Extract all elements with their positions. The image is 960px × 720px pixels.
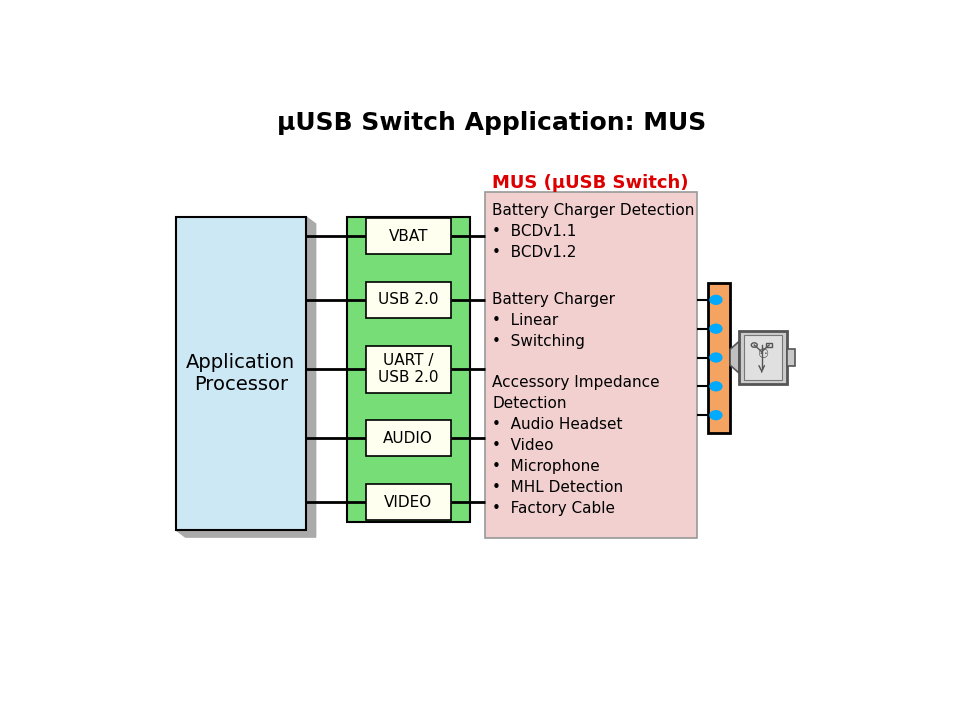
FancyBboxPatch shape (176, 217, 306, 530)
Text: USB 2.0: USB 2.0 (378, 292, 439, 307)
FancyBboxPatch shape (347, 217, 469, 521)
Text: μUSB Switch Application: MUS: μUSB Switch Application: MUS (277, 112, 707, 135)
FancyBboxPatch shape (366, 346, 451, 392)
Circle shape (710, 353, 722, 362)
Polygon shape (730, 341, 739, 373)
FancyBboxPatch shape (366, 420, 451, 456)
Text: Battery Charger
•  Linear
•  Switching: Battery Charger • Linear • Switching (492, 292, 615, 348)
Text: Battery Charger Detection
•  BCDv1.1
•  BCDv1.2: Battery Charger Detection • BCDv1.1 • BC… (492, 203, 694, 260)
Polygon shape (176, 530, 316, 537)
Text: VBAT: VBAT (389, 228, 428, 243)
Text: AUDIO: AUDIO (383, 431, 433, 446)
FancyBboxPatch shape (485, 192, 697, 539)
Circle shape (710, 410, 722, 420)
FancyBboxPatch shape (708, 283, 731, 433)
Circle shape (710, 324, 722, 333)
FancyBboxPatch shape (366, 484, 451, 521)
FancyBboxPatch shape (366, 282, 451, 318)
Circle shape (710, 295, 722, 305)
Text: Application
Processor: Application Processor (186, 353, 296, 394)
Text: VIDEO: VIDEO (384, 495, 432, 510)
FancyBboxPatch shape (744, 335, 782, 379)
Text: Accessory Impedance
Detection
•  Audio Headset
•  Video
•  Microphone
•  MHL Det: Accessory Impedance Detection • Audio He… (492, 374, 660, 516)
FancyBboxPatch shape (787, 349, 795, 366)
Text: ⚇: ⚇ (757, 348, 769, 361)
Circle shape (710, 382, 722, 391)
FancyBboxPatch shape (739, 331, 787, 384)
Text: UART /
USB 2.0: UART / USB 2.0 (378, 353, 439, 385)
FancyBboxPatch shape (366, 218, 451, 254)
Polygon shape (306, 217, 316, 537)
Text: MUS (μUSB Switch): MUS (μUSB Switch) (492, 174, 688, 192)
